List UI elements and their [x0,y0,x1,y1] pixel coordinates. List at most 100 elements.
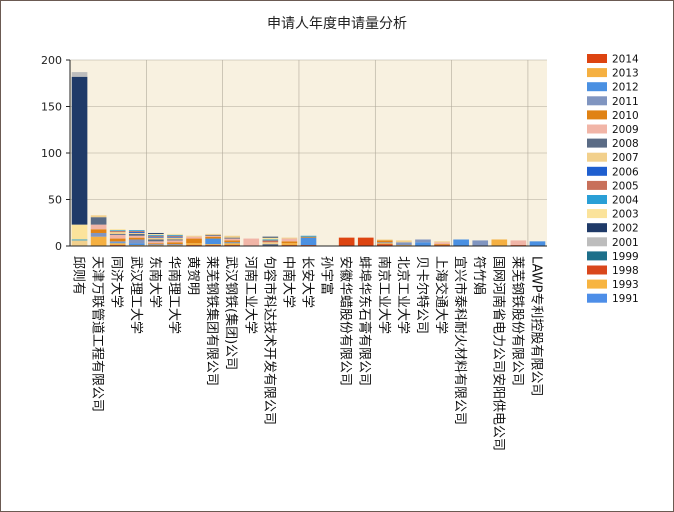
bar-segment [376,243,393,245]
bar-segment [109,234,126,239]
bar-segment [300,237,317,246]
legend-label: 2010 [612,110,639,122]
bar-segment [434,241,450,243]
bar-segment [376,244,393,246]
x-tick-label: 蚌埠华东石膏有限公司 [357,256,373,386]
x-tick-label: 天津万联管道工程有限公司 [90,256,105,412]
bar-segment [148,243,164,245]
x-tick-label: 华南理工大学 [166,256,182,334]
bar-segment [90,236,107,246]
bar-segment [128,243,145,246]
legend-label: 1998 [612,265,639,277]
legend-swatch [587,180,607,190]
x-tick-label: 贝卡尔特公司 [414,256,429,334]
bar-segment [338,237,355,246]
legend-label: 2013 [612,68,639,80]
x-tick-label: 莱芜钢铁股份有限公司 [509,256,524,386]
legend-label: 2009 [612,124,639,136]
legend-label: 2011 [612,96,639,108]
legend-swatch [587,96,607,106]
bar-segment [167,233,183,235]
legend-label: 2005 [612,180,639,192]
legend-swatch [587,279,607,289]
x-tick-label: 北京工业大学 [395,256,411,334]
bar-segment [109,232,126,234]
legend-swatch [587,110,607,120]
bar-segment [71,240,88,246]
x-tick-label: 宜兴市泰科耐火材料有限公司 [452,256,468,425]
bar-segment [376,239,393,241]
bar-segment [434,242,450,245]
legend-label: 1993 [612,279,639,291]
bar-segment [148,234,164,236]
legend-label: 1999 [612,251,639,263]
y-tick-label: 150 [41,101,62,114]
legend-swatch [587,124,607,134]
legend-swatch [587,251,607,261]
legend-label: 2001 [612,237,639,249]
bar-segment [262,239,279,241]
bar-segment [262,236,279,238]
bar-segment [205,238,221,245]
bar-segment [148,233,164,235]
x-tick-label: 武汉钢铁(集团)公司 [223,256,239,370]
bar-segment [90,232,107,237]
bar-segment [148,244,164,246]
bar-segment [167,244,183,246]
x-tick-label: 长安大学 [300,256,316,308]
bar-segment [300,235,317,237]
bar-segment [148,235,164,237]
bar-segment [148,241,164,244]
bar-segment [148,232,164,234]
bar-segment [224,242,241,244]
x-tick-label: 邱则有 [71,256,86,295]
bar-segment [205,233,221,235]
x-tick-label: 东南大学 [147,256,163,308]
bar-segment [167,237,183,240]
bar-segment [128,239,145,244]
bar-segment [205,235,221,237]
bar-segment [128,233,145,236]
legend-swatch [587,195,607,204]
bar-segment [262,237,279,240]
legend-swatch [587,152,607,162]
bar-segment [205,244,221,246]
x-tick-label: 国网河南省电力公司安阳供电公司 [490,256,506,451]
bar-segment [90,224,107,230]
bar-segment [300,236,317,238]
bar-segment [90,229,107,233]
bar-segment [148,237,164,240]
bar-segment [415,242,431,246]
bar-segment [205,236,221,239]
x-tick-label: 上海交通大学 [433,256,449,334]
bar-segment [128,231,145,233]
bar-segment [434,244,450,246]
bar-segment [128,237,145,240]
bar-segment [167,236,183,238]
x-tick-label: 安徽华蜡股份有限公司 [338,256,353,386]
bar-segment [109,230,126,232]
legend-label: 2014 [612,54,639,66]
legend-swatch [587,223,607,233]
bar-segment [186,238,202,244]
legend-label: 2006 [612,166,639,178]
bar-segment [128,235,145,238]
bar-segment [109,241,126,243]
bar-segment [376,240,393,243]
bar-segment [186,235,202,237]
legend-swatch [587,54,607,63]
bar-segment [262,240,279,243]
bar-segment [109,233,126,235]
bar-segment [90,215,107,218]
bar-segment [396,242,412,246]
bar-segment [262,242,279,245]
bar-segment [71,239,88,241]
bar-segment [186,243,202,246]
legend-swatch [587,138,607,148]
bar-segment [109,243,126,246]
y-tick-label: 50 [48,194,62,207]
bar-segment [376,242,393,244]
bar-segment [529,241,546,246]
bar-segment [167,240,183,243]
bar-segment [357,237,374,246]
